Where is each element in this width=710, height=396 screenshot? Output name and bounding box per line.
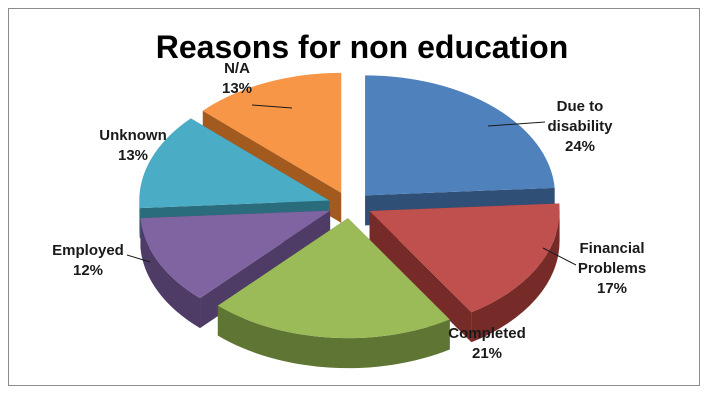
pie-slice	[369, 203, 560, 313]
slice-cut-wall	[369, 210, 472, 343]
slice-labels: Due to disability 24% Financial Problems 17% C…	[52, 60, 646, 362]
slice-outer-wall	[471, 210, 560, 343]
leader-lines	[126, 104, 577, 266]
slice-category-label: Employed	[52, 242, 124, 259]
slice-category-label: Unknown	[99, 127, 167, 144]
slice-value-label: 17%	[597, 280, 627, 297]
chart-title: Reasons for non education	[156, 29, 568, 65]
leader-line	[251, 104, 293, 109]
slice-category-label: Completed	[448, 325, 526, 342]
pie-slice	[365, 75, 555, 196]
slice-value-label: 21%	[472, 345, 502, 362]
slice-category-label: Financial	[579, 240, 644, 257]
leader-line	[126, 254, 151, 263]
pie-slice	[140, 210, 331, 299]
slice-value-label: 24%	[565, 138, 595, 155]
slice-value-label: 12%	[73, 262, 103, 279]
slice-outer-wall	[140, 218, 201, 329]
slice-category-label: Problems	[578, 260, 646, 277]
slice-value-label: 13%	[118, 147, 148, 164]
pie-slice	[139, 118, 330, 209]
pie-slice	[217, 218, 450, 339]
leader-line	[487, 121, 546, 127]
slice-outer-wall	[217, 305, 450, 369]
slice-category-label: N/A	[224, 60, 250, 77]
leader-line	[542, 247, 577, 266]
slice-category-label: disability	[547, 118, 613, 135]
slice-value-label: 13%	[222, 80, 252, 97]
pie-slices	[139, 72, 560, 369]
pie-slice	[202, 72, 342, 193]
slice-category-label: Due to	[557, 98, 604, 115]
